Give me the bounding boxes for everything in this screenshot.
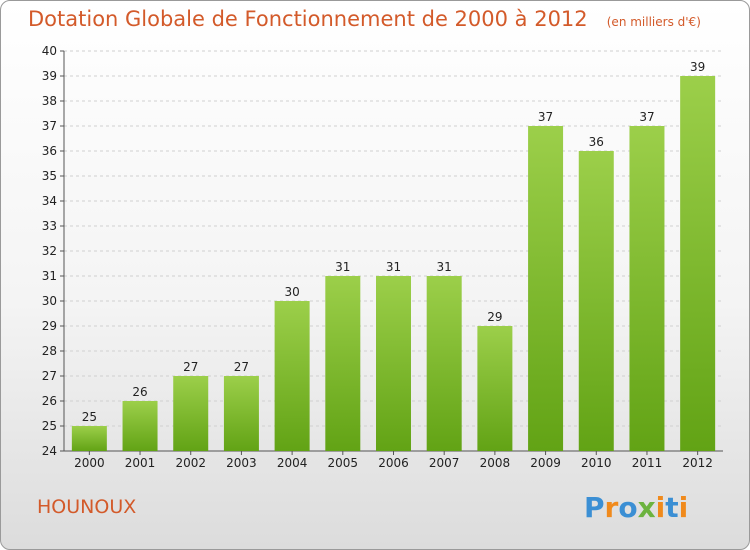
y-tick-label: 31 <box>42 269 57 283</box>
data-label: 29 <box>487 310 502 324</box>
bar <box>122 401 158 451</box>
bar <box>629 126 665 451</box>
x-tick-label: 2007 <box>429 456 460 470</box>
x-tick-label: 2002 <box>175 456 206 470</box>
x-tick-label: 2005 <box>328 456 359 470</box>
y-tick-label: 29 <box>42 319 57 333</box>
x-tick-label: 2010 <box>581 456 612 470</box>
x-tick-label: 2011 <box>632 456 663 470</box>
data-label: 30 <box>284 285 299 299</box>
bar <box>173 376 209 451</box>
bar <box>223 376 259 451</box>
bar <box>426 276 462 451</box>
data-label: 27 <box>183 360 198 374</box>
chart-title: Dotation Globale de Fonctionnement de 20… <box>28 7 701 31</box>
y-tick-label: 33 <box>42 219 57 233</box>
y-tick-label: 28 <box>42 344 57 358</box>
bar <box>680 76 716 451</box>
chart-unit-text: (en milliers d'€) <box>606 15 701 29</box>
y-tick-label: 32 <box>42 244 57 258</box>
bar <box>71 426 107 451</box>
data-label: 31 <box>335 260 350 274</box>
x-tick-label: 2008 <box>480 456 511 470</box>
x-tick-label: 2009 <box>530 456 561 470</box>
bar <box>325 276 361 451</box>
y-tick-label: 40 <box>42 44 57 58</box>
data-label: 31 <box>437 260 452 274</box>
y-tick-label: 38 <box>42 94 57 108</box>
data-label: 39 <box>690 60 705 74</box>
y-tick-label: 39 <box>42 69 57 83</box>
data-label: 37 <box>639 110 654 124</box>
x-tick-label: 2003 <box>226 456 257 470</box>
y-tick-label: 34 <box>42 194 57 208</box>
x-tick-label: 2004 <box>277 456 308 470</box>
y-tick-label: 37 <box>42 119 57 133</box>
x-tick-label: 2006 <box>378 456 409 470</box>
data-label: 36 <box>589 135 604 149</box>
bar <box>578 151 614 451</box>
data-label: 26 <box>132 385 147 399</box>
y-tick-label: 36 <box>42 144 57 158</box>
commune-name: HOUNOUX <box>37 496 137 518</box>
y-tick-label: 24 <box>42 444 57 458</box>
proxiti-logo: Proxiti <box>584 488 694 532</box>
x-tick-label: 2012 <box>682 456 713 470</box>
x-tick-label: 2000 <box>74 456 105 470</box>
bar <box>477 326 513 451</box>
chart-title-text: Dotation Globale de Fonctionnement de 20… <box>28 7 588 31</box>
svg-text:Proxiti: Proxiti <box>584 491 688 524</box>
y-tick-label: 27 <box>42 369 57 383</box>
data-label: 37 <box>538 110 553 124</box>
y-tick-label: 35 <box>42 169 57 183</box>
bar <box>528 126 564 451</box>
y-tick-label: 25 <box>42 419 57 433</box>
data-label: 31 <box>386 260 401 274</box>
bar <box>274 301 310 451</box>
bar <box>376 276 411 451</box>
y-tick-label: 26 <box>42 394 57 408</box>
data-label: 27 <box>234 360 249 374</box>
x-tick-label: 2001 <box>125 456 156 470</box>
proxiti-logo-mark: Proxiti <box>584 491 688 524</box>
y-tick-label: 30 <box>42 294 57 308</box>
data-label: 25 <box>82 410 97 424</box>
